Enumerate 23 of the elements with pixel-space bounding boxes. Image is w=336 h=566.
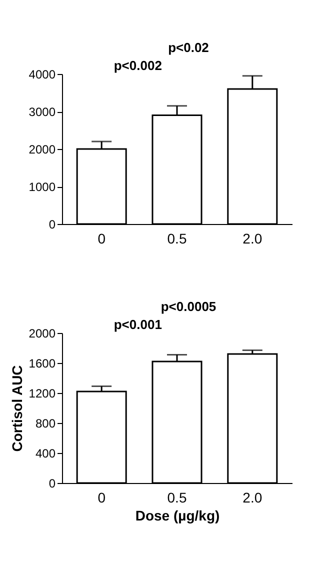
x-tick-label: 0 [98,490,106,506]
text: p<0.002 [114,58,162,73]
y-tick-label: 1600 [28,356,56,370]
y-axis-title: Cortisol AUC [8,365,25,452]
x-tick-label: 0 [98,230,106,246]
y-tick-label: 2000 [28,326,56,340]
y-tick-label: 2000 [28,142,56,156]
y-tick-label: 400 [35,446,56,460]
x-tick-label: 2.0 [242,490,262,506]
y-tick-label: 4000 [28,68,56,82]
text: p<0.02 [168,40,209,55]
y-tick-label: 800 [35,416,56,430]
text: p<0.001 [114,317,162,332]
x-tick-label: 0.5 [167,230,187,246]
y-tick-label: 3000 [28,105,56,119]
x-tick-label: 0.5 [167,490,187,506]
y-tick-label: 0 [48,476,56,490]
y-tick-label: 1200 [28,386,56,400]
text: p<0.0005 [160,299,216,314]
x-tick-label: 2.0 [242,230,262,246]
x-axis-title: Dose (µg/kg) [135,508,220,524]
y-tick-label: 0 [48,218,56,232]
y-tick-label: 1000 [28,180,56,194]
